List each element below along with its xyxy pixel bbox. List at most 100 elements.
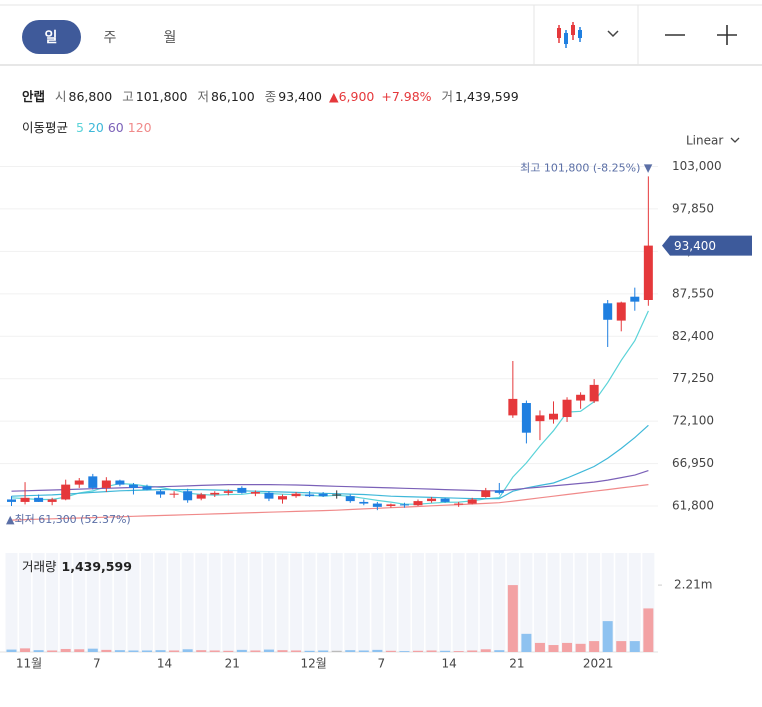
volume-band xyxy=(181,553,194,652)
x-tick-label: 2021 xyxy=(583,657,614,671)
y-tick-label: 82,400 xyxy=(672,329,714,343)
tab-selected-bg[interactable] xyxy=(22,20,81,54)
volume-bar xyxy=(33,650,44,652)
dropdown-chevron[interactable] xyxy=(607,30,619,38)
volume-band xyxy=(371,553,384,652)
volume-bar xyxy=(101,649,112,652)
quote-label: 시 xyxy=(55,89,67,104)
volume-band xyxy=(262,553,275,652)
volume-band xyxy=(628,553,641,652)
volume-bar xyxy=(616,641,627,652)
candle-body xyxy=(34,497,44,502)
volume-bar xyxy=(277,650,288,652)
y-tick-label: 87,550 xyxy=(672,286,714,300)
volume-bar xyxy=(534,642,545,652)
volume-band xyxy=(154,553,167,652)
volume-bar xyxy=(196,650,207,652)
candle-body xyxy=(562,399,572,418)
volume-band xyxy=(588,553,601,652)
last-price-tag xyxy=(662,235,752,256)
ma-line xyxy=(11,424,649,500)
volume-band xyxy=(547,553,560,652)
low-annotation: ▲최저 61,300 (52.37%) xyxy=(6,513,131,526)
volume-band xyxy=(46,553,59,652)
volume-band xyxy=(384,553,397,652)
candle-body xyxy=(142,486,152,490)
volume-band xyxy=(141,553,153,652)
candle-body xyxy=(210,492,220,495)
volume-bar xyxy=(209,650,220,652)
x-tick-label: 12월 xyxy=(300,657,326,671)
volume-bar xyxy=(413,650,423,652)
ma-title: 이동평균 xyxy=(22,120,69,135)
tab[interactable]: 월 xyxy=(164,30,177,46)
candle-body xyxy=(74,480,84,485)
candle-body xyxy=(508,398,518,416)
x-tick-label: 7 xyxy=(378,657,386,671)
volume-bar xyxy=(74,649,85,652)
volume-band xyxy=(235,553,248,652)
volume-bar xyxy=(358,650,369,652)
volume-bar xyxy=(20,648,31,652)
volume-band xyxy=(398,553,411,652)
volume-bar xyxy=(47,650,58,652)
candle-body xyxy=(278,496,287,500)
candle-body xyxy=(549,413,558,420)
y-tick-label: 77,250 xyxy=(672,371,714,385)
volume-bar xyxy=(643,608,654,652)
candle-body xyxy=(101,480,111,488)
volume-title: 거래량 1,439,599 xyxy=(22,559,132,574)
scale-mode[interactable]: Linear xyxy=(686,134,723,148)
volume-bar xyxy=(87,648,98,652)
x-tick-label: 21 xyxy=(509,657,524,671)
volume-bar xyxy=(155,650,166,652)
candle-body xyxy=(413,501,423,506)
volume-bar xyxy=(521,633,532,652)
candle-body xyxy=(616,302,626,321)
candle-body xyxy=(196,494,206,499)
volume-bar xyxy=(480,649,491,652)
chart-type-icon[interactable] xyxy=(557,22,582,48)
candle-body xyxy=(237,487,247,493)
candle-body xyxy=(128,484,138,488)
quote-value: 86,800 xyxy=(68,89,113,104)
volume-band xyxy=(19,553,32,652)
scale-chevron[interactable] xyxy=(730,137,740,143)
tab[interactable]: 일 xyxy=(45,30,58,46)
volume-bar xyxy=(142,650,152,652)
volume-band xyxy=(195,553,208,652)
ma-legend: 이동평균 5 20 60 120 xyxy=(22,117,156,136)
quote-value: 86,100 xyxy=(210,89,255,104)
quote-label: 고 xyxy=(122,89,134,104)
volume-band xyxy=(330,553,343,652)
volume-bar xyxy=(589,641,600,652)
volume-bar xyxy=(331,650,342,652)
quote-label: 종 xyxy=(264,89,277,104)
volume-bar xyxy=(236,649,247,652)
y-tick-label: 97,850 xyxy=(672,201,714,215)
legend-entry: 20 xyxy=(87,120,104,135)
volume-bar xyxy=(467,650,478,652)
candle-body xyxy=(454,503,464,505)
quote-value: 93,400 xyxy=(278,89,322,104)
volume-bar xyxy=(304,650,315,652)
candle-body xyxy=(535,415,545,422)
volume-band xyxy=(561,553,574,652)
zoom-in[interactable] xyxy=(717,25,737,45)
volume-band xyxy=(357,553,370,652)
y-tick-label: 103,000 xyxy=(672,159,722,173)
volume-band xyxy=(303,553,316,652)
volume-title-text: 거래량 xyxy=(22,559,57,574)
candle-body xyxy=(481,490,491,497)
candle-body xyxy=(359,501,369,504)
candle-body xyxy=(576,394,586,401)
volume-band xyxy=(208,553,221,652)
candle-body xyxy=(521,403,531,433)
x-tick-label: 7 xyxy=(93,657,101,671)
candle-body xyxy=(169,493,179,495)
tab[interactable]: 주 xyxy=(104,30,117,46)
candle-body xyxy=(305,494,315,497)
candle-body xyxy=(467,499,477,504)
change-pct: +7.98% xyxy=(381,89,432,104)
